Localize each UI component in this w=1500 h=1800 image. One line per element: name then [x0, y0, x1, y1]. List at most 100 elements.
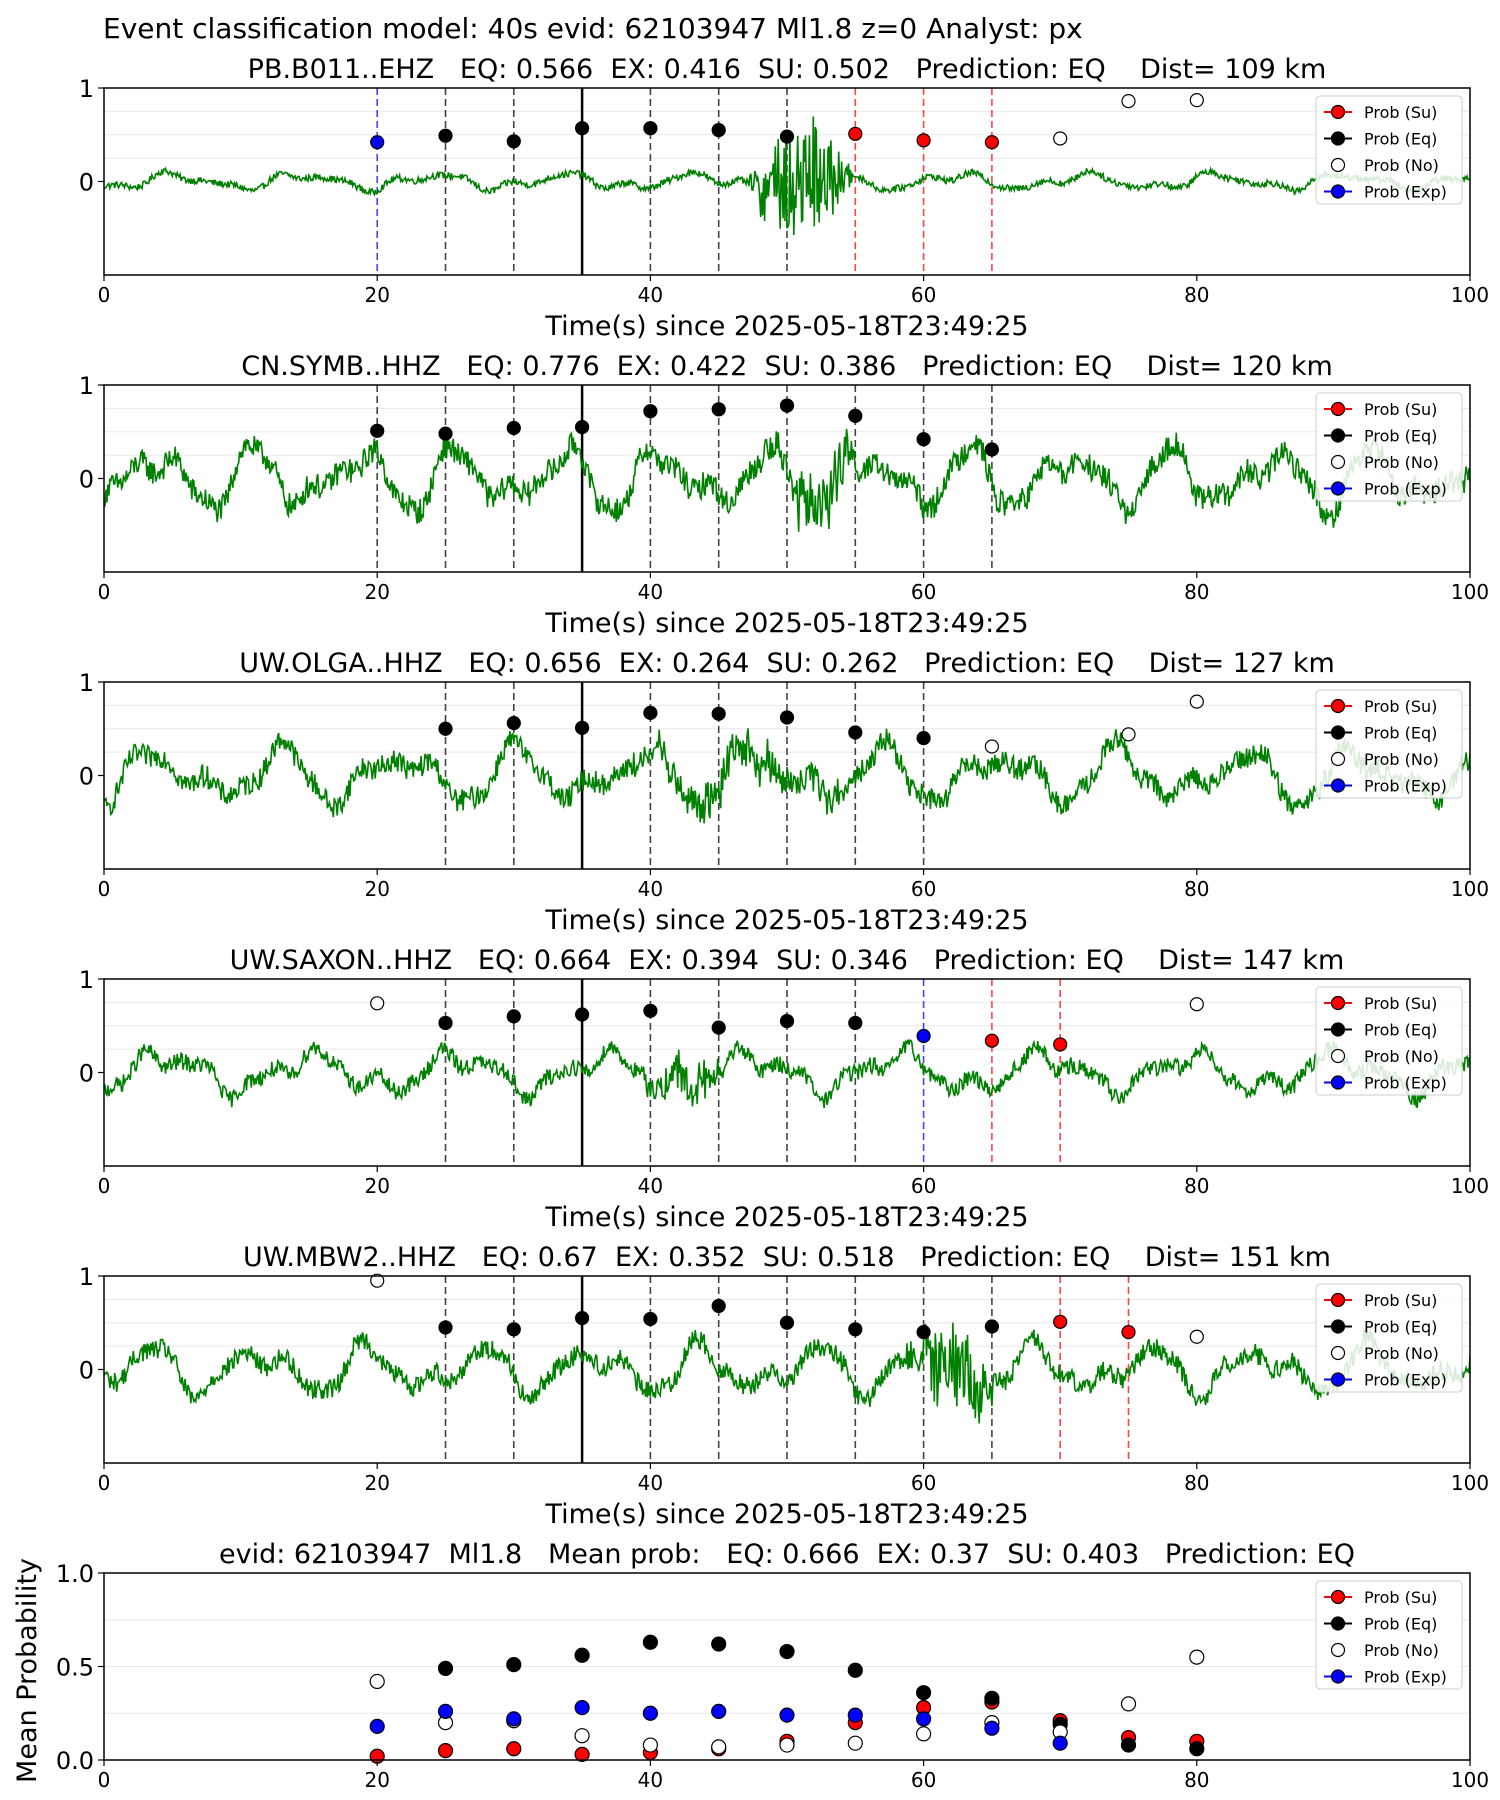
prob-point-eq [574, 419, 590, 435]
prob-point-eq [984, 442, 1000, 457]
y-axis-label: Mean Probability [12, 1558, 43, 1783]
legend-marker-exp [1330, 481, 1346, 496]
prob-point-exp [370, 135, 385, 150]
legend-marker-eq [1330, 131, 1346, 146]
mean-point-exp [984, 1720, 1000, 1736]
y-tick-label: 0 [79, 466, 94, 494]
prob-point-eq [643, 705, 658, 720]
legend-label-eq: Prob (Eq) [1364, 427, 1437, 446]
legend-label-eq: Prob (Eq) [1364, 1318, 1437, 1337]
mean-point-no [1189, 1649, 1205, 1665]
prob-point-no [370, 996, 385, 1011]
legend-box [1315, 689, 1463, 799]
figure-suptitle: Event classification model: 40s evid: 62… [103, 12, 1083, 45]
x-tick-label: 80 [1184, 877, 1209, 901]
legend-label-su: Prob (Su) [1364, 697, 1437, 716]
x-tick-label: 0 [98, 1768, 111, 1792]
mean-point-eq [779, 1643, 795, 1660]
mean-point-exp [711, 1703, 727, 1719]
legend-marker-su [1330, 698, 1346, 714]
legend-box [1315, 1283, 1463, 1393]
legend-label-exp: Prob (Exp) [1364, 1371, 1447, 1390]
x-tick-label: 60 [911, 877, 936, 901]
panel-4: UW.SAXON..HHZ EQ: 0.664 EX: 0.394 SU: 0.… [79, 945, 1489, 1233]
legend-box [1315, 95, 1463, 205]
x-tick-label: 60 [911, 1471, 936, 1495]
legend-label-eq: Prob (Eq) [1364, 1615, 1437, 1634]
x-tick-label: 0 [98, 1174, 111, 1198]
mean-point-exp [915, 1711, 932, 1727]
x-tick-label: 100 [1451, 877, 1489, 901]
y-tick-label: 1 [79, 75, 94, 103]
prob-point-su [1121, 1324, 1136, 1340]
legend-marker-no [1330, 751, 1346, 767]
x-tick-label: 0 [98, 1471, 111, 1495]
legend-label-eq: Prob (Eq) [1364, 130, 1437, 149]
prob-point-eq [438, 128, 453, 143]
x-tick-label: 100 [1451, 1471, 1489, 1495]
x-tick-label: 0 [98, 283, 111, 307]
panel-1: PB.B011..EHZ EQ: 0.566 EX: 0.416 SU: 0.5… [79, 54, 1489, 342]
legend-label-su: Prob (Su) [1364, 994, 1437, 1013]
legend-marker-eq [1330, 1319, 1346, 1334]
mean-point-su [437, 1743, 454, 1759]
y-tick-label: 0.5 [56, 1654, 94, 1682]
legend-marker-su [1330, 1292, 1346, 1308]
legend-marker-no [1330, 1642, 1346, 1658]
legend: Prob (Su) Prob (Eq) Prob (No) Prob (Exp) [1315, 95, 1463, 205]
mean-point-eq [1120, 1737, 1137, 1753]
legend-marker-eq [1330, 725, 1346, 740]
prob-point-no [1189, 694, 1204, 709]
x-tick-label: 20 [364, 580, 389, 604]
legend-box [1315, 392, 1463, 502]
prob-point-eq [643, 121, 658, 136]
mean-point-exp [1052, 1735, 1068, 1751]
prob-point-su [916, 133, 931, 148]
mean-point-no [1120, 1696, 1137, 1712]
prob-point-eq [984, 1319, 1000, 1334]
mean-point-no [369, 1673, 385, 1690]
x-tick-label: 0 [98, 580, 111, 604]
mean-point-no [779, 1737, 795, 1753]
mean-point-no [574, 1728, 590, 1744]
legend: Prob (Su) Prob (Eq) Prob (No) Prob (Exp) [1315, 392, 1463, 502]
legend-box [1315, 986, 1463, 1096]
y-tick-label: 0 [79, 169, 94, 197]
x-tick-label: 60 [911, 283, 936, 307]
mean-point-eq [711, 1636, 727, 1652]
legend-label-su: Prob (Su) [1364, 400, 1437, 419]
legend-label-no: Prob (No) [1364, 156, 1439, 175]
mean-point-eq [506, 1657, 522, 1673]
prob-point-eq [711, 706, 726, 721]
prob-point-eq [574, 1007, 590, 1022]
legend-label-no: Prob (No) [1364, 1047, 1439, 1066]
panel-title: UW.SAXON..HHZ EQ: 0.664 EX: 0.394 SU: 0.… [230, 945, 1345, 976]
legend-marker-eq [1330, 1022, 1346, 1037]
legend-marker-su [1330, 401, 1346, 417]
x-axis-label: Time(s) since 2025-05-18T23:49:25 [544, 608, 1028, 639]
panel-title: evid: 62103947 Ml1.8 Mean prob: EQ: 0.66… [219, 1539, 1355, 1570]
prob-point-eq [848, 1015, 863, 1031]
mean-point-no [642, 1737, 659, 1753]
prob-point-no [1189, 93, 1204, 108]
y-tick-label: 0.0 [56, 1747, 94, 1775]
panel-title: UW.MBW2..HHZ EQ: 0.67 EX: 0.352 SU: 0.51… [243, 1242, 1331, 1273]
prob-point-eq [506, 716, 521, 731]
prob-point-eq [779, 129, 795, 144]
prob-point-eq [643, 404, 658, 419]
mean-point-eq [574, 1647, 590, 1663]
prob-point-eq [370, 423, 385, 438]
prob-point-eq [848, 408, 863, 423]
legend-marker-exp [1330, 778, 1346, 793]
prob-point-su [984, 1033, 1000, 1048]
legend-marker-no [1330, 454, 1346, 470]
mean-point-no [847, 1735, 863, 1751]
mean-point-su [574, 1746, 590, 1762]
waveform-trace [104, 1322, 1470, 1424]
x-tick-label: 40 [638, 580, 663, 604]
legend-label-exp: Prob (Exp) [1364, 1074, 1447, 1093]
legend-marker-exp [1330, 1669, 1346, 1684]
waveform-trace [104, 116, 1470, 236]
mean-point-eq [642, 1634, 659, 1650]
prob-point-eq [438, 721, 453, 736]
